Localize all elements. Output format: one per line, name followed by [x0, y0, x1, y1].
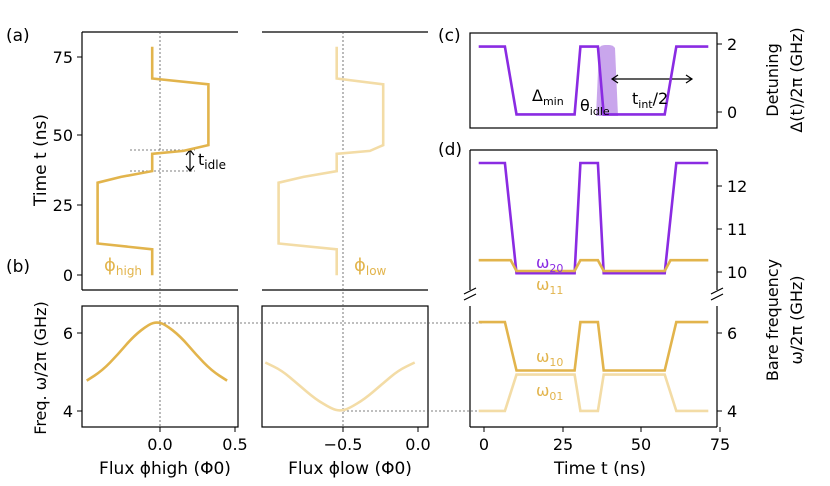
tick-label-bare-upper-y: 10 [727, 263, 747, 282]
theta-idle-label: θidle [580, 96, 610, 118]
phi-low-freq-line [264, 361, 416, 412]
annotations: ϕhigh ϕlow tidle Δmin θidle tint/2 ω20 ω… [104, 86, 668, 403]
tick-label-flux-low-x: 0.0 [405, 435, 430, 454]
panel-label-d: (d) [438, 140, 462, 160]
omega10-label: ω10 [536, 347, 563, 369]
detuning-ylabel-line2: Δ(t)/2π (GHz) [787, 27, 806, 132]
time-ylabel: Time t (ns) [31, 114, 51, 207]
t-int-arrow [610, 74, 694, 84]
omega01-label: ω01 [536, 381, 563, 403]
axis-break-marks [463, 287, 724, 301]
tick-label-time-y: 75 [53, 48, 73, 67]
flux-high-xlabel: Flux ϕhigh (Φ0) [99, 459, 231, 479]
detuning-line [478, 45, 709, 116]
tick-label-bare-upper-y: 11 [727, 220, 747, 239]
omega10-line [478, 320, 709, 372]
guide-lines [130, 32, 484, 427]
tick-label-time-x: 25 [553, 435, 573, 454]
omega20-line [478, 161, 709, 275]
panel-c-axes [469, 32, 718, 129]
freq-ylabel: Freq. ω/2π (GHz) [31, 301, 50, 434]
delta-min-label: Δmin [532, 86, 564, 108]
t-int-label: tint/2 [632, 89, 668, 111]
axis-labels: Time t (ns) Freq. ω/2π (GHz) Flux ϕhigh … [31, 27, 806, 479]
tick-label-bare-upper-y: 12 [727, 177, 747, 196]
tick-label-bare-lower-y: 6 [727, 324, 737, 343]
panel-b-right-axes [261, 305, 429, 428]
tick-labels: 0 25 50 75 4 6 0.0 0.5 −0.5 0.0 0 25 50 … [53, 35, 748, 454]
omega11-label: ω11 [536, 275, 563, 297]
phi-low-label: ϕlow [354, 255, 387, 278]
tick-label-time-y: 0 [63, 266, 73, 285]
tick-label-flux-high-x: 0.0 [147, 435, 172, 454]
panel-label-c: (c) [438, 26, 461, 46]
series-layer [85, 45, 709, 413]
tick-label-detuning-y: 2 [727, 35, 737, 54]
detuning-ylabel-line1: Detuning [763, 43, 782, 116]
tick-label-freq-y: 6 [63, 324, 73, 343]
tick-label-bare-lower-y: 4 [727, 402, 737, 421]
panel-a-right-axes [262, 31, 428, 291]
phi-high-time-line [96, 46, 210, 276]
panel-label-a: (a) [6, 26, 30, 46]
omega20-label: ω20 [536, 253, 563, 275]
phi-low-time-line [277, 46, 385, 276]
tick-label-time-y: 50 [53, 126, 73, 145]
omega01-line [478, 373, 709, 413]
time-xlabel: Time t (ns) [553, 459, 646, 479]
tick-label-time-x: 50 [631, 435, 651, 454]
t-idle-label: tidle [198, 150, 226, 172]
phi-high-freq-line [85, 321, 228, 382]
tick-label-flux-low-x: −0.5 [324, 435, 363, 454]
panel-label-b: (b) [6, 257, 30, 277]
tick-marks [77, 43, 722, 432]
t-idle-arrow [185, 149, 195, 172]
panel-letters: (a) (b) (c) (d) [6, 26, 462, 277]
panel-d-axes [469, 149, 718, 428]
tick-label-time-x: 0 [479, 435, 489, 454]
tick-label-freq-y: 4 [63, 402, 73, 421]
tick-label-time-x: 75 [710, 435, 730, 454]
tick-label-detuning-y: 0 [727, 103, 737, 122]
tick-label-time-y: 25 [53, 196, 73, 215]
flux-low-xlabel: Flux ϕlow (Φ0) [288, 459, 412, 479]
phi-high-label: ϕhigh [104, 255, 142, 278]
bare-ylabel-line2: ω/2π (GHz) [787, 276, 806, 365]
bare-ylabel-line1: Bare frequency [763, 259, 782, 381]
omega11-line [478, 258, 709, 273]
tick-label-flux-high-x: 0.5 [222, 435, 247, 454]
